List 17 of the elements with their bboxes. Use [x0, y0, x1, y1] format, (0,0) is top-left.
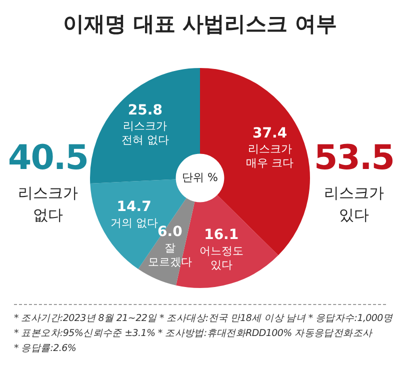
data-label: 14.7 — [116, 199, 152, 216]
slice-label: 어느정도 있다 — [199, 244, 244, 272]
text: 단위 % — [182, 170, 218, 184]
text: * 조사기간:2023년 8월 21~22일 * 조사대상:전국 만18세 이상 남녀 * 응답자수:1,000명 — [14, 312, 393, 326]
text: 리스크가 있다 — [323, 183, 385, 226]
text: 40.5 — [7, 138, 89, 178]
slice-label: 리스크가 매우 크다 — [246, 142, 294, 170]
slice-label: 거의 없다 — [110, 216, 158, 230]
text: 리스크가 없다 — [17, 183, 79, 226]
chart-title: 이재명 대표 사법리스크 여부 — [62, 11, 338, 38]
text: * 응답률:2.6% — [14, 342, 78, 356]
slice-label: 리스크가 전혀 없다 — [121, 120, 169, 147]
data-label: 25.8 — [128, 102, 162, 118]
text: 53.5 — [313, 138, 395, 178]
data-label: 37.4 — [252, 125, 288, 142]
data-label: 16.1 — [204, 227, 239, 244]
text: * 표본오차:95%신뢰수준 ±3.1% * 조사방법:휴대전화RDD100% 자동응답전화조사 — [14, 327, 374, 341]
